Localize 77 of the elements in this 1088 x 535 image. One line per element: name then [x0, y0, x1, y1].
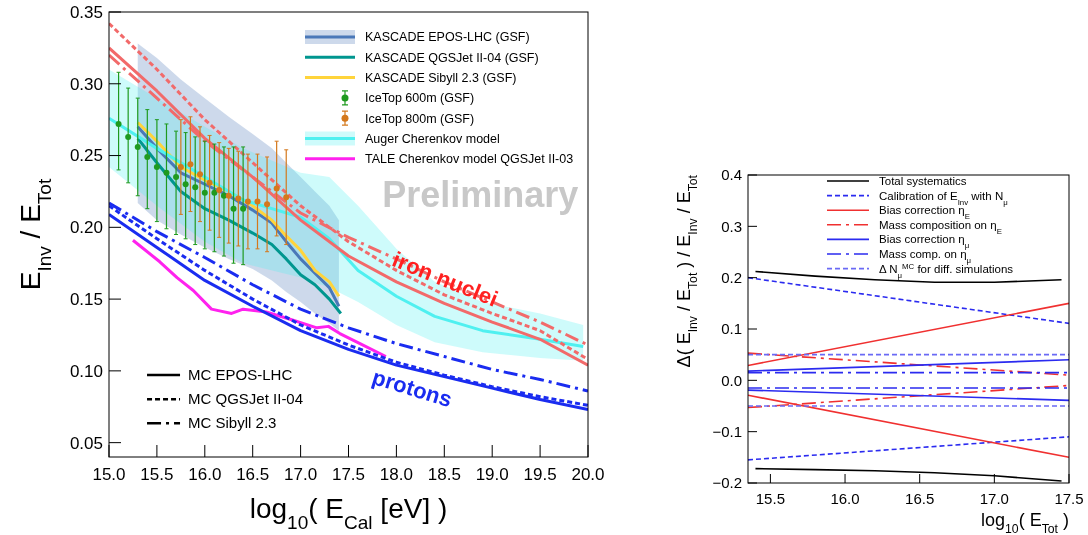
- x-tick-label: 17.0: [284, 465, 318, 484]
- x-tick-label: 16.0: [830, 490, 860, 507]
- x-tick-label: 19.0: [475, 465, 509, 484]
- point: [182, 181, 189, 188]
- x-tick-label: 15.0: [92, 465, 126, 484]
- x-tick-label: 17.5: [331, 465, 366, 484]
- legend-label: TALE Cherenkov model QGSJet II-03: [365, 152, 574, 167]
- point: [125, 133, 132, 140]
- point: [216, 187, 223, 193]
- point: [283, 194, 290, 201]
- legend-label: Mass comp. on η$_{μ}$: [879, 248, 972, 265]
- point: [220, 192, 227, 199]
- point: [264, 201, 271, 208]
- point: [254, 198, 261, 205]
- x-tick-label: 16.0: [188, 465, 222, 484]
- x-tick-label: 15.5: [755, 490, 785, 507]
- legend-label: Bias correction η$_{μ}$: [879, 233, 970, 250]
- y-tick-label: 0.3: [721, 217, 742, 235]
- legend-label: Mass composition on η$_{E}$: [879, 218, 1002, 236]
- point: [240, 205, 247, 212]
- legend-label: KASCADE QGSJet II-04 (GSF): [365, 50, 539, 65]
- annotation: MC Sibyll 2.3: [188, 414, 277, 432]
- y-tick-label: 0.20: [69, 218, 103, 238]
- annotation: protons: [369, 364, 455, 413]
- point: [273, 185, 280, 192]
- point: [173, 174, 180, 181]
- point: [225, 192, 232, 199]
- x-tick-label: 18.0: [379, 465, 413, 484]
- x-tick-label: 17.5: [1054, 490, 1084, 507]
- point: [187, 161, 194, 168]
- point: [206, 179, 213, 186]
- x-tick-label: 18.5: [427, 465, 461, 484]
- x-tick-label: 19.5: [523, 465, 557, 484]
- point: [163, 169, 170, 176]
- point: [235, 195, 242, 202]
- y-tick-label: 0.15: [69, 290, 103, 310]
- y-tick-label: 0.4: [721, 166, 742, 184]
- legend-label: KASCADE Sibyll 2.3 (GSF): [365, 70, 517, 85]
- y-tick-label: 0.2: [721, 268, 742, 286]
- legend-label: Bias correction η$_{E}$: [879, 204, 970, 221]
- y-tick-label: 0.25: [69, 146, 103, 166]
- point: [211, 189, 218, 196]
- annotation: MC QGSJet II-04: [188, 390, 304, 408]
- y-tick-label: 0.10: [69, 361, 103, 381]
- legend-label: Auger Cherenkov model: [365, 131, 500, 146]
- legend-label: IceTop 800m (GSF): [365, 111, 475, 126]
- x-axis-title: log$_{10}$( E$_{Tot}$ ): [981, 510, 1069, 535]
- point: [244, 198, 251, 205]
- x-tick-label: 20.0: [571, 465, 605, 484]
- x-tick-label: 16.5: [236, 465, 270, 484]
- x-tick-label: 15.5: [140, 465, 174, 484]
- annotation: MC EPOS-LHC: [188, 366, 293, 384]
- point: [201, 189, 208, 196]
- point: [197, 171, 204, 178]
- legend-label: Calibration of E$_{Inv}$ with N$_{μ}$: [879, 189, 1008, 207]
- point: [115, 120, 122, 127]
- point: [153, 164, 160, 171]
- annotation: iron nuclei: [388, 246, 502, 312]
- x-axis-title: log$_{10}$( E$_{Cal}$ [eV] ): [249, 493, 448, 533]
- y-tick-label: 0.05: [69, 433, 103, 453]
- point: [144, 153, 151, 160]
- x-tick-label: 17.0: [979, 490, 1009, 507]
- point: [192, 184, 199, 191]
- legend-label: Total systematics: [879, 175, 967, 188]
- x-tick-label: 16.5: [905, 490, 935, 507]
- y-tick-label: 0.0: [721, 371, 742, 389]
- point: [177, 164, 184, 171]
- y-tick-label: 0.35: [69, 2, 103, 22]
- point: [230, 205, 237, 212]
- y-tick-label: −0.1: [712, 422, 742, 440]
- point: [134, 143, 141, 150]
- legend-label: KASCADE EPOS-LHC (GSF): [365, 30, 530, 45]
- y-tick-label: 0.30: [69, 74, 103, 94]
- y-tick-label: −0.2: [712, 474, 742, 492]
- line-series: [131, 238, 388, 359]
- y-tick-label: 0.1: [721, 320, 742, 338]
- legend-label: IceTop 600m (GSF): [365, 91, 475, 106]
